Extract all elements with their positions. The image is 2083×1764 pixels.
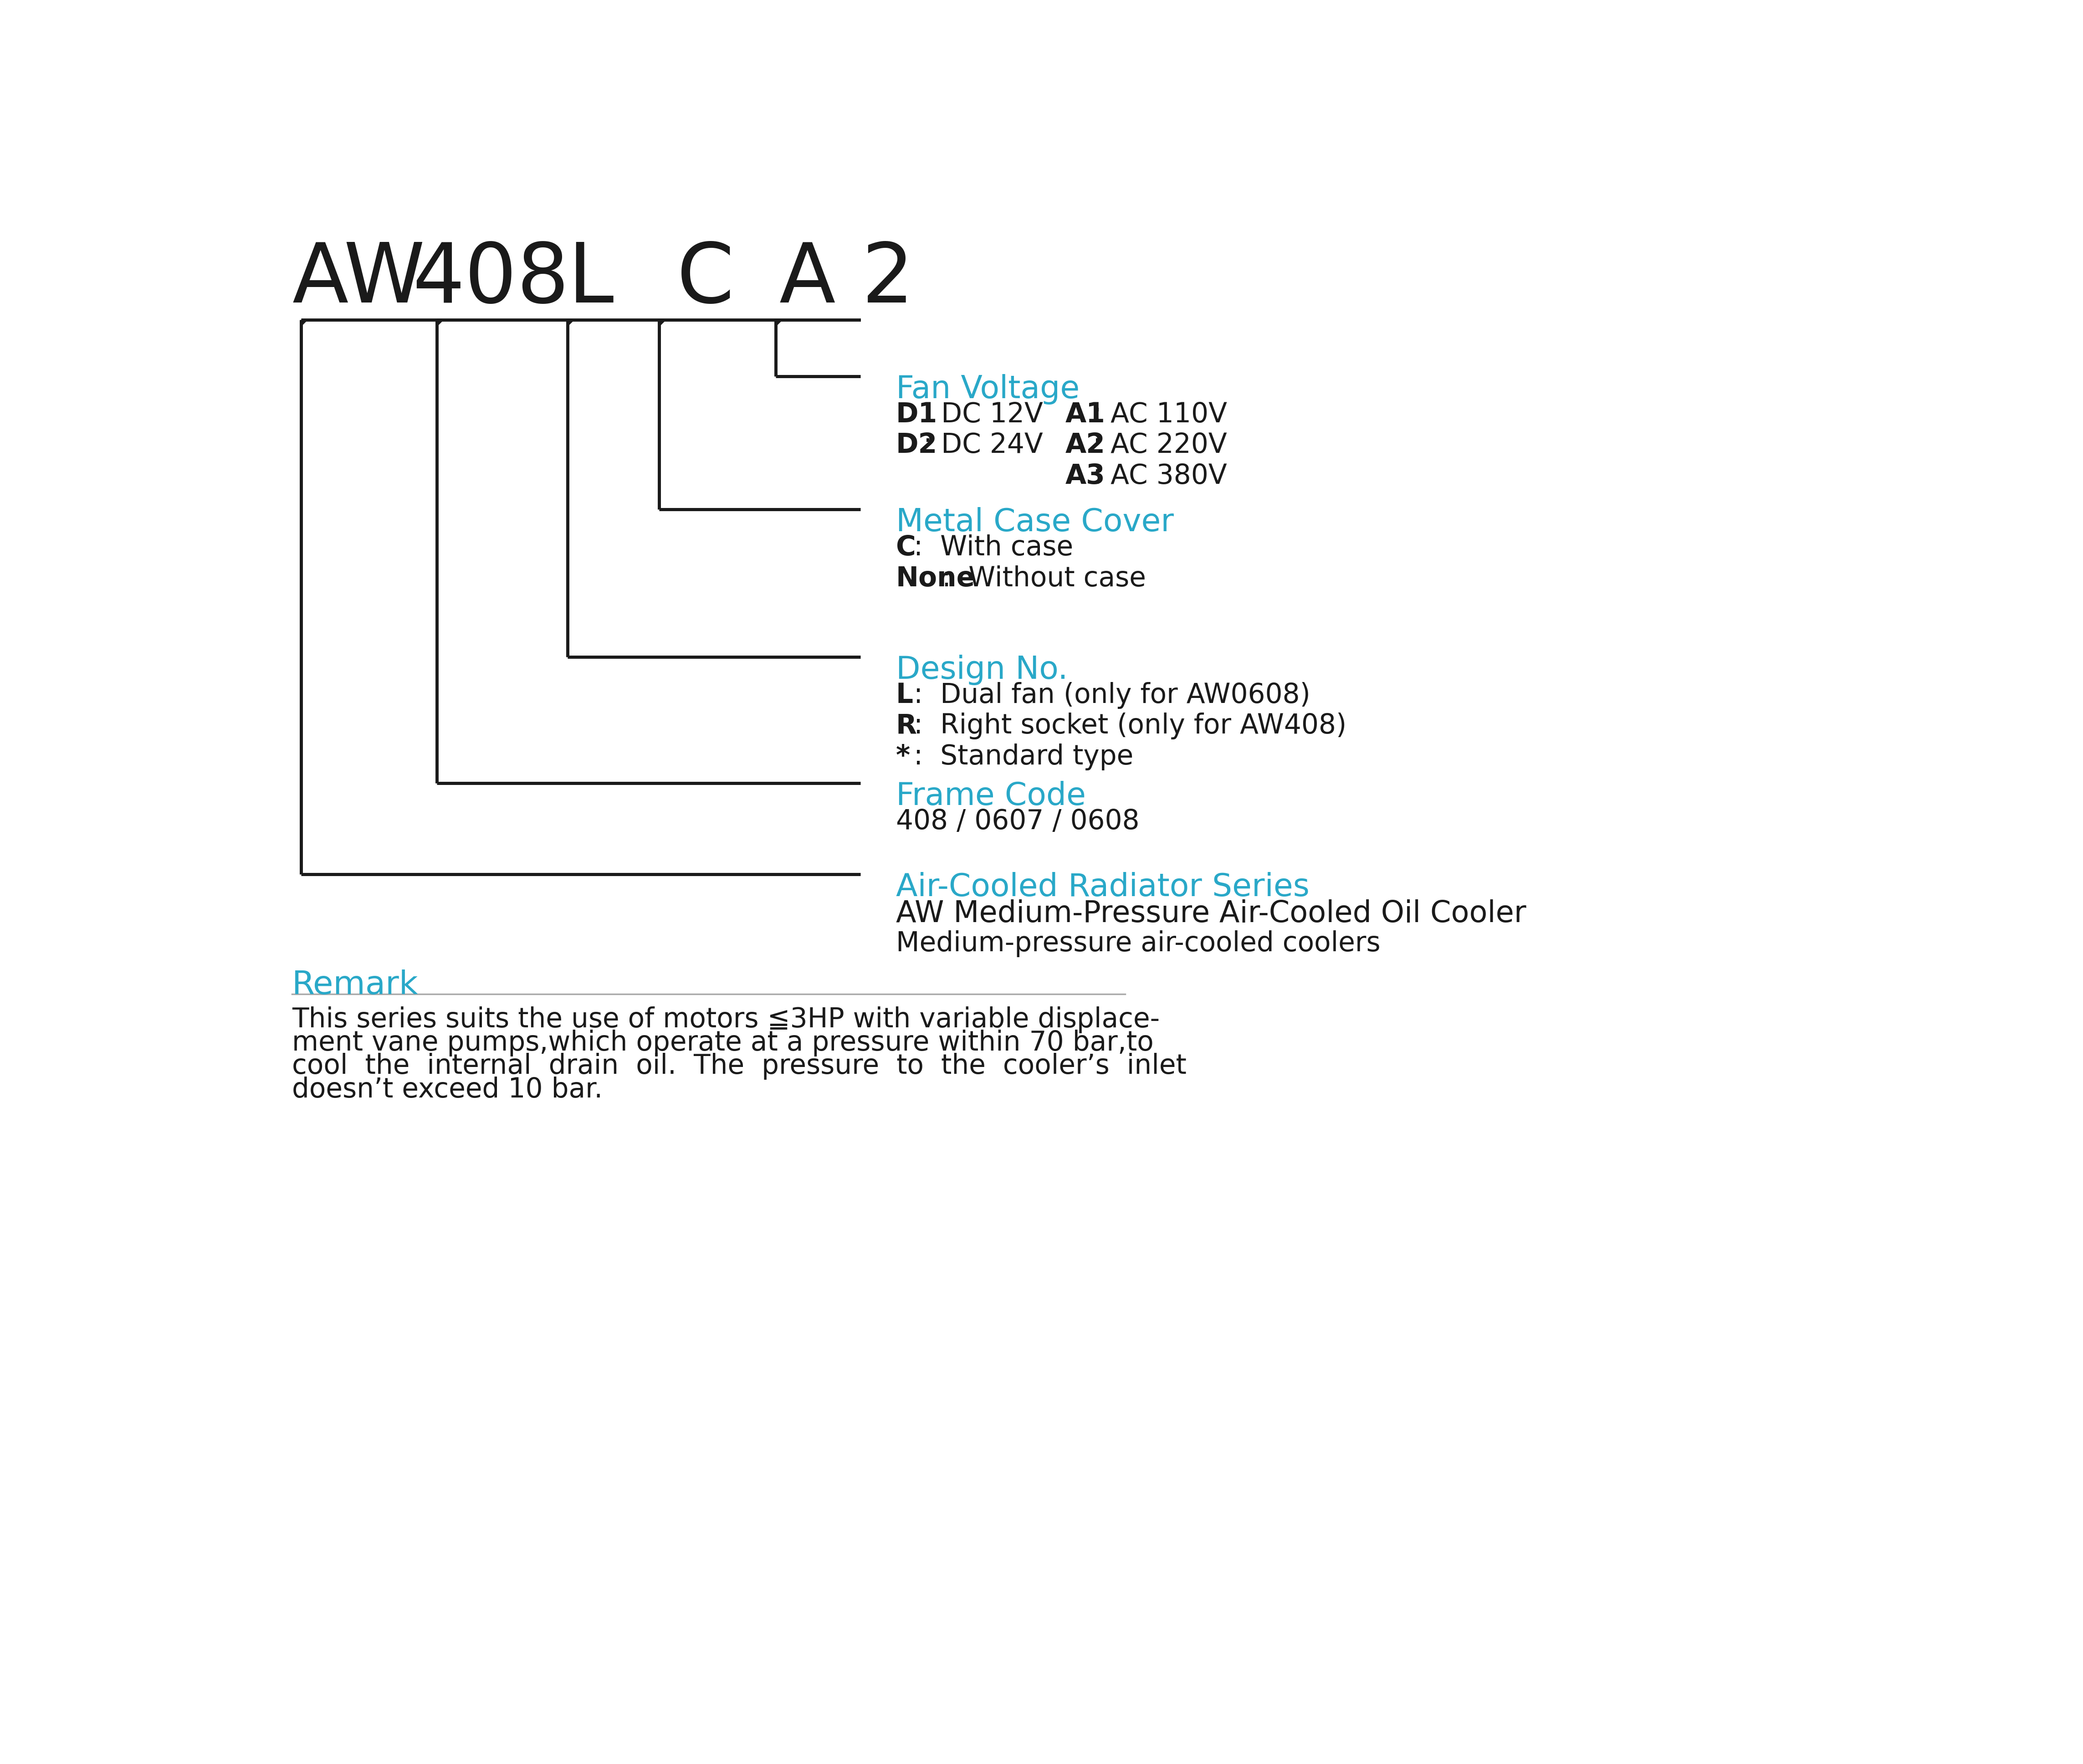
Text: A 2: A 2 [779,240,914,319]
Text: This series suits the use of motors ≦3HP with variable displace-: This series suits the use of motors ≦3HP… [292,1005,1160,1034]
Text: ment vane pumps,which operate at a pressure within 70 bar,to: ment vane pumps,which operate at a press… [292,1030,1154,1057]
Text: A1: A1 [1064,400,1106,429]
Text: Design No.: Design No. [896,654,1069,684]
Text: : DC 24V: : DC 24V [914,432,1044,459]
Text: :  Right socket (only for AW408): : Right socket (only for AW408) [906,713,1348,739]
Text: AW Medium-Pressure Air-Cooled Oil Cooler: AW Medium-Pressure Air-Cooled Oil Cooler [896,900,1527,928]
Text: 408: 408 [412,240,569,319]
Text: A3: A3 [1064,462,1106,490]
Text: *: * [896,743,910,771]
Text: 408 / 0607 / 0608: 408 / 0607 / 0608 [896,808,1139,834]
Polygon shape [775,321,781,326]
Text: : DC 12V: : DC 12V [914,400,1044,429]
Text: : AC 110V: : AC 110V [1083,400,1227,429]
Text: L: L [567,240,612,319]
Text: Medium-pressure air-cooled coolers: Medium-pressure air-cooled coolers [896,930,1381,956]
Text: :  Standard type: : Standard type [906,743,1133,771]
Text: A2: A2 [1064,432,1106,459]
Text: C: C [896,534,917,561]
Text: Remark: Remark [292,968,419,1000]
Text: cool  the  internal  drain  oil.  The  pressure  to  the  cooler’s  inlet: cool the internal drain oil. The pressur… [292,1053,1187,1080]
Text: D2: D2 [896,432,937,459]
Text: None: None [896,564,975,593]
Text: :  With case: : With case [906,534,1073,561]
Text: Air-Cooled Radiator Series: Air-Cooled Radiator Series [896,871,1310,901]
Text: : AC 220V: : AC 220V [1083,432,1227,459]
Text: :  Dual fan (only for AW0608): : Dual fan (only for AW0608) [906,681,1310,709]
Text: D1: D1 [896,400,937,429]
Text: C: C [677,240,735,319]
Polygon shape [567,321,573,326]
Text: L: L [896,681,912,709]
Polygon shape [437,321,444,326]
Text: Frame Code: Frame Code [896,780,1085,811]
Text: doesn’t exceed 10 bar.: doesn’t exceed 10 bar. [292,1076,602,1102]
Text: Metal Case Cover: Metal Case Cover [896,506,1173,538]
Polygon shape [660,321,667,326]
Text: R: R [896,713,917,739]
Text: : AC 380V: : AC 380V [1083,462,1227,490]
Text: AW: AW [292,240,425,319]
Polygon shape [300,321,308,326]
Text: Fan Voltage: Fan Voltage [896,374,1079,404]
Text: :  Without case: : Without case [933,564,1146,593]
